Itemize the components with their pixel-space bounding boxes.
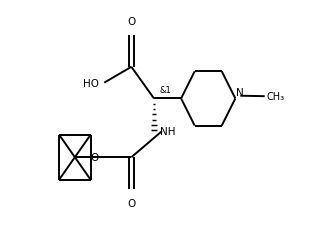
Text: &1: &1 — [160, 86, 171, 94]
Text: CH₃: CH₃ — [267, 92, 285, 102]
Text: O: O — [127, 198, 135, 208]
Text: HO: HO — [83, 78, 99, 88]
Text: O: O — [127, 17, 135, 27]
Text: N: N — [236, 88, 244, 98]
Text: O: O — [90, 153, 99, 162]
Text: NH: NH — [160, 127, 175, 137]
